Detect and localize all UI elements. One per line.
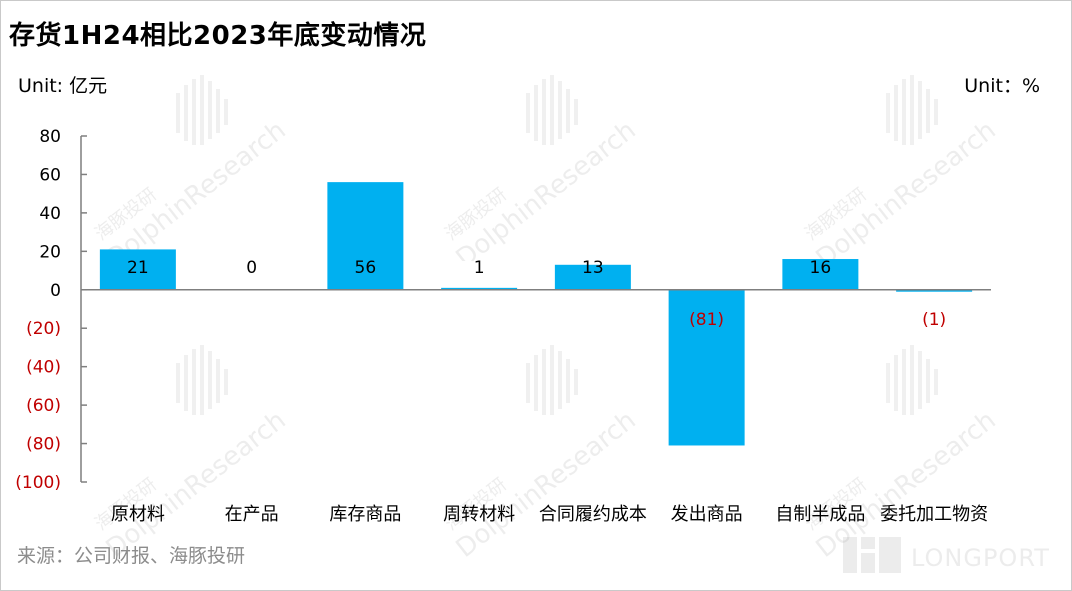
y-tick-label: 0	[50, 281, 61, 301]
data-label-2: 0	[246, 258, 257, 278]
bar-1	[99, 249, 176, 290]
y-tick-label: (40)	[26, 358, 61, 378]
data-label-5: 13	[582, 258, 604, 278]
y-tick-label: (20)	[26, 319, 61, 339]
y-tick-label: 60	[39, 165, 61, 185]
bar-8	[896, 289, 973, 292]
category-label-5: 合同履约成本	[539, 504, 647, 525]
y-tick-label: (60)	[26, 396, 61, 416]
source-note: 来源：公司财报、海豚投研	[17, 545, 246, 567]
data-label-1: 21	[127, 258, 149, 278]
chart-title: 存货1H24相比2023年底变动情况	[9, 21, 427, 51]
category-label-1: 原材料	[111, 504, 165, 525]
y-tick-label: 20	[39, 242, 61, 262]
data-label-8: (1)	[922, 310, 946, 330]
data-label-3: 56	[355, 258, 377, 278]
category-label-7: 自制半成品	[775, 504, 865, 525]
unit-left-label: Unit: 亿元	[18, 75, 108, 97]
category-label-2: 在产品	[225, 504, 279, 525]
y-tick-label: (80)	[26, 435, 61, 455]
bar-5	[554, 264, 631, 290]
data-label-6: (81)	[689, 310, 724, 330]
data-label-4: 1	[474, 258, 485, 278]
bar-3	[327, 182, 404, 290]
data-label-7: 16	[810, 258, 832, 278]
y-tick-label: (100)	[15, 473, 61, 493]
category-label-6: 发出商品	[671, 504, 743, 525]
category-label-3: 库存商品	[329, 504, 401, 525]
bar-6	[668, 289, 745, 446]
category-label-8: 委托加工物资	[880, 504, 988, 525]
bar-4	[441, 287, 518, 290]
category-label-4: 周转材料	[443, 504, 515, 525]
y-tick-label: 40	[39, 204, 61, 224]
bar-7	[782, 259, 859, 290]
unit-right-label: Unit：%	[964, 75, 1040, 97]
y-tick-label: 80	[39, 127, 61, 147]
